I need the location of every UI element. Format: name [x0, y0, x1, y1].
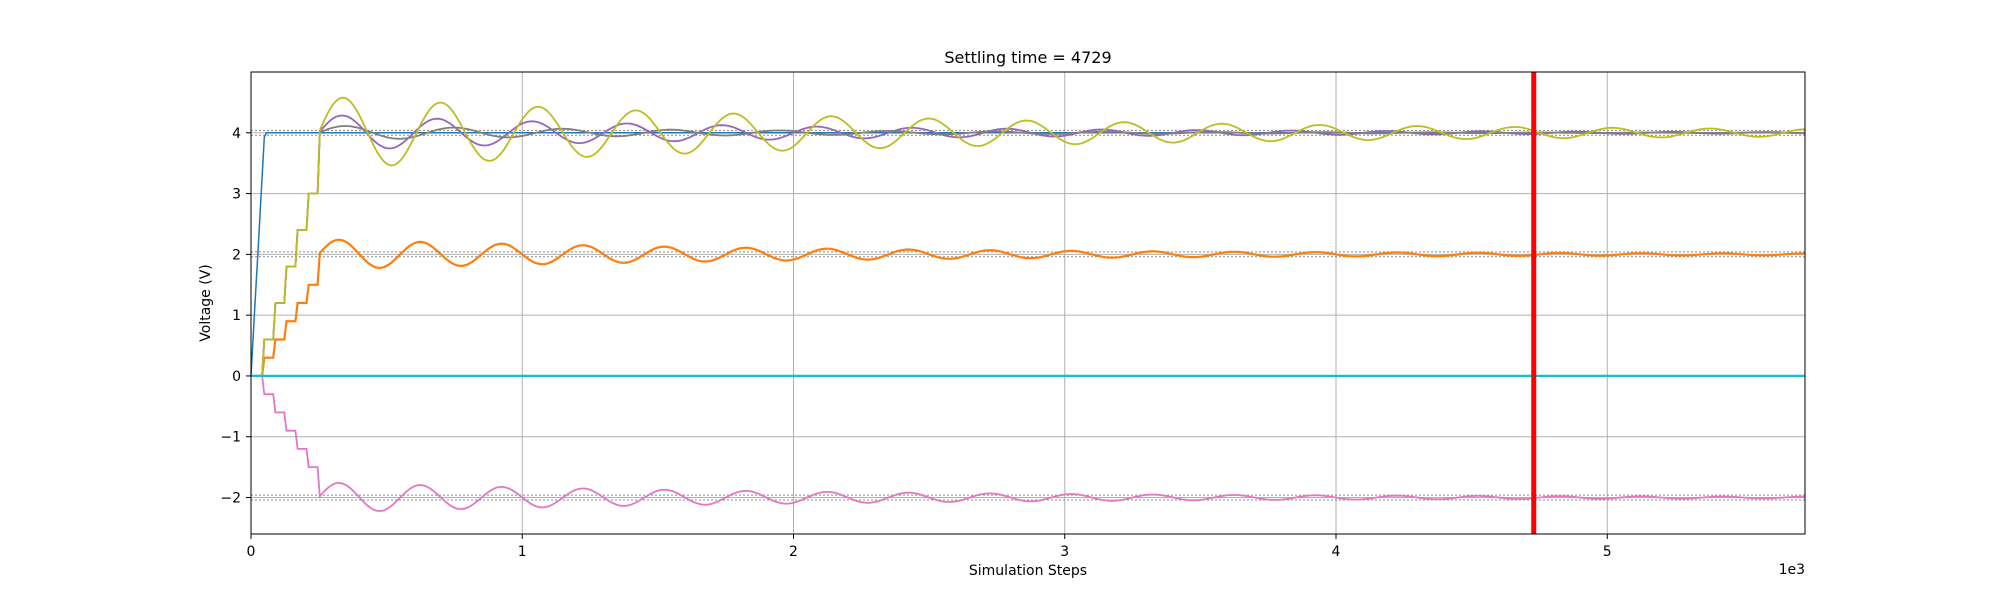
x-tick-label: 5	[1603, 544, 1612, 560]
x-tick-label: 3	[1060, 544, 1069, 560]
series-line-6	[251, 374, 1805, 512]
x-tick-label: 2	[789, 544, 798, 560]
series-line-8	[251, 96, 1806, 377]
series-line-1	[251, 238, 1805, 377]
tolerance-bands	[251, 129, 1805, 501]
y-tick-label: 3	[232, 187, 241, 203]
y-tick-label: −1	[220, 430, 241, 446]
x-tick-label: 4	[1332, 544, 1341, 560]
plot-frame	[250, 71, 1806, 535]
x-tick-label: 1	[518, 544, 527, 560]
y-tick-label: 2	[232, 247, 241, 263]
x-axis-offset-label: 1e3	[1779, 562, 1805, 578]
chart-title: Settling time = 4729	[944, 48, 1111, 67]
axis-ticks: 0 1 2 3 4 5 −2 −1 0 1 2 3 4	[220, 126, 1611, 560]
y-tick-label: 1	[232, 308, 241, 324]
y-tick-label: 4	[232, 126, 241, 142]
x-axis-label: Simulation Steps	[969, 563, 1087, 579]
y-tick-label: 0	[232, 369, 241, 385]
series-line-7	[251, 125, 1805, 377]
series-lines	[250, 96, 1806, 512]
x-tick-label: 0	[247, 544, 256, 560]
y-axis-label: Voltage (V)	[198, 264, 214, 341]
y-tick-label: −2	[220, 491, 241, 507]
